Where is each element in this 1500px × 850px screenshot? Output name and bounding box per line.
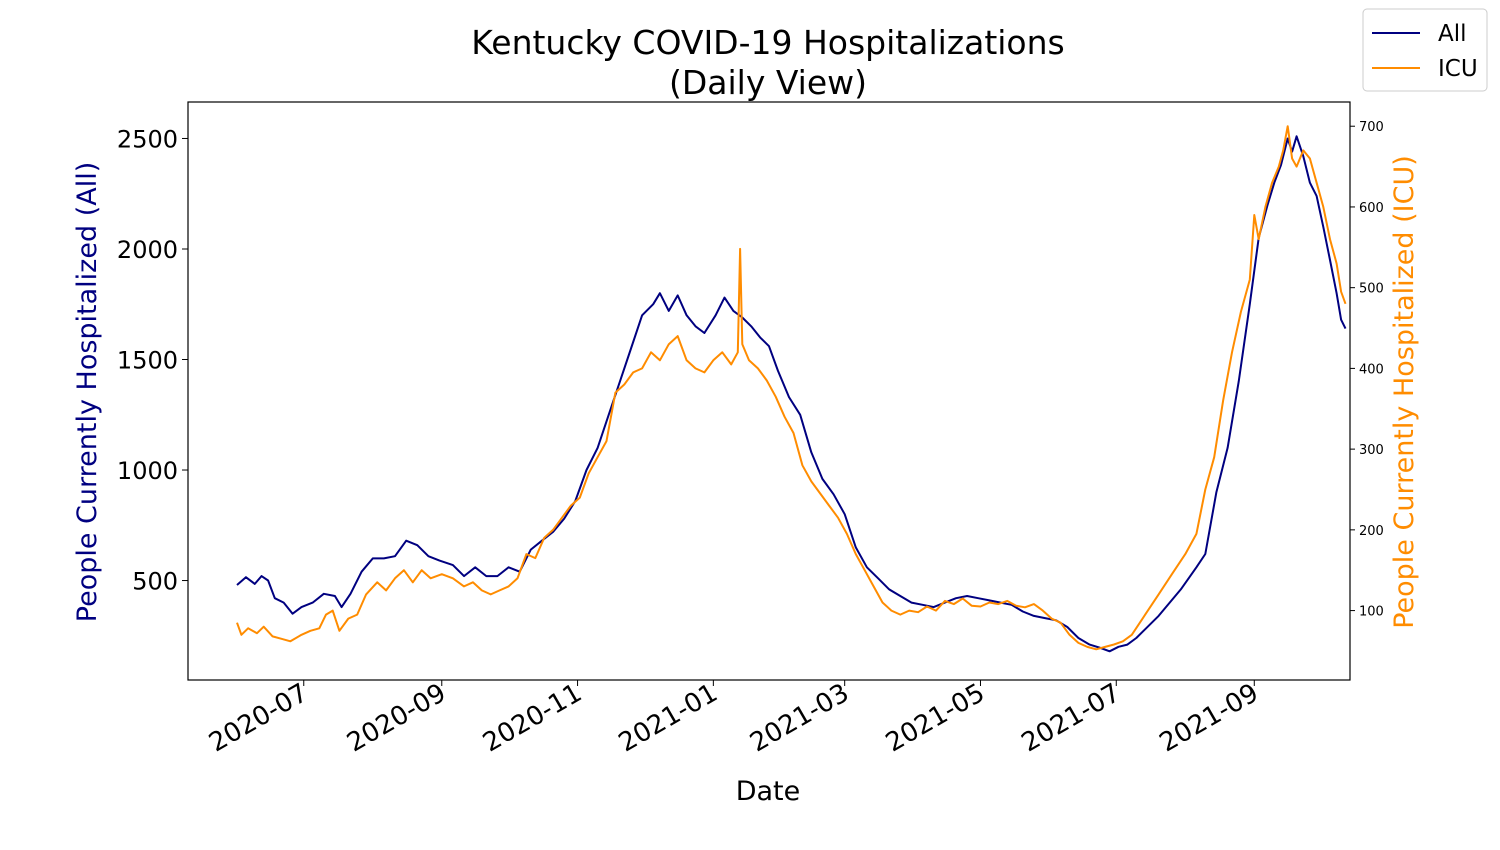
legend-box [1362,8,1488,92]
legend-label-icu: ICU [1438,56,1478,82]
x-axis: 2020-07 2020-09 2020-11 2021-01 2021-03 2021-… [204,678,1264,758]
series-line-icu [236,125,1347,651]
x-tick-label: 2021-05 [881,678,990,758]
y-right-tick-label: 300 [1359,443,1384,458]
y-right-tick-label: 100 [1359,605,1384,620]
x-tick-label: 2021-09 [1155,678,1264,758]
y-right-tick-label: 400 [1359,362,1384,377]
y-left-tick-label: 2500 [117,125,178,153]
x-tick-label: 2021-03 [745,678,854,758]
legend: All ICU [1362,8,1488,92]
legend-label-all: All [1438,21,1467,47]
chart-title-line-1: Kentucky COVID-19 Hospitalizations [471,23,1064,62]
series-lines [236,125,1347,653]
y-axis-label-left: People Currently Hospitalized (All) [72,162,103,622]
x-axis-label: Date [736,776,801,807]
x-tick-label: 2020-11 [478,678,587,758]
x-tick-label: 2020-07 [204,678,313,758]
y-left-tick-label: 500 [132,568,178,596]
y-left-tick-label: 1000 [117,457,178,485]
left-y-axis: 500 1000 1500 2000 2500 [117,125,188,596]
y-right-tick-label: 200 [1359,524,1384,539]
y-axis-label-right: People Currently Hospitalized (ICU) [1389,155,1420,629]
y-right-tick-label: 600 [1359,201,1384,216]
x-tick-label: 2021-07 [1017,678,1126,758]
y-right-tick-label: 500 [1359,282,1384,297]
y-left-tick-label: 2000 [117,236,178,264]
chart-title-line-2: (Daily View) [669,63,867,102]
series-line-all [236,135,1347,653]
right-y-axis: 100 200 300 400 500 600 700 [1350,120,1384,620]
y-right-tick-label: 700 [1359,120,1384,135]
x-tick-label: 2021-01 [614,678,723,758]
x-tick-label: 2020-09 [342,678,451,758]
y-left-tick-label: 1500 [117,347,178,375]
plot-area-frame [187,101,1351,681]
